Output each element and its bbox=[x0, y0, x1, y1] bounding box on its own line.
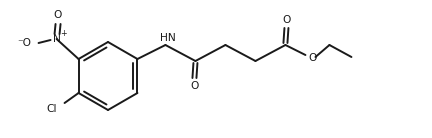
Text: ⁻O: ⁻O bbox=[18, 38, 32, 48]
Text: O: O bbox=[308, 53, 317, 63]
Text: +: + bbox=[60, 29, 67, 38]
Text: O: O bbox=[190, 81, 199, 91]
Text: Cl: Cl bbox=[46, 104, 57, 114]
Text: HN: HN bbox=[159, 33, 175, 43]
Text: O: O bbox=[54, 10, 62, 20]
Text: N: N bbox=[53, 34, 60, 44]
Text: O: O bbox=[282, 15, 291, 25]
